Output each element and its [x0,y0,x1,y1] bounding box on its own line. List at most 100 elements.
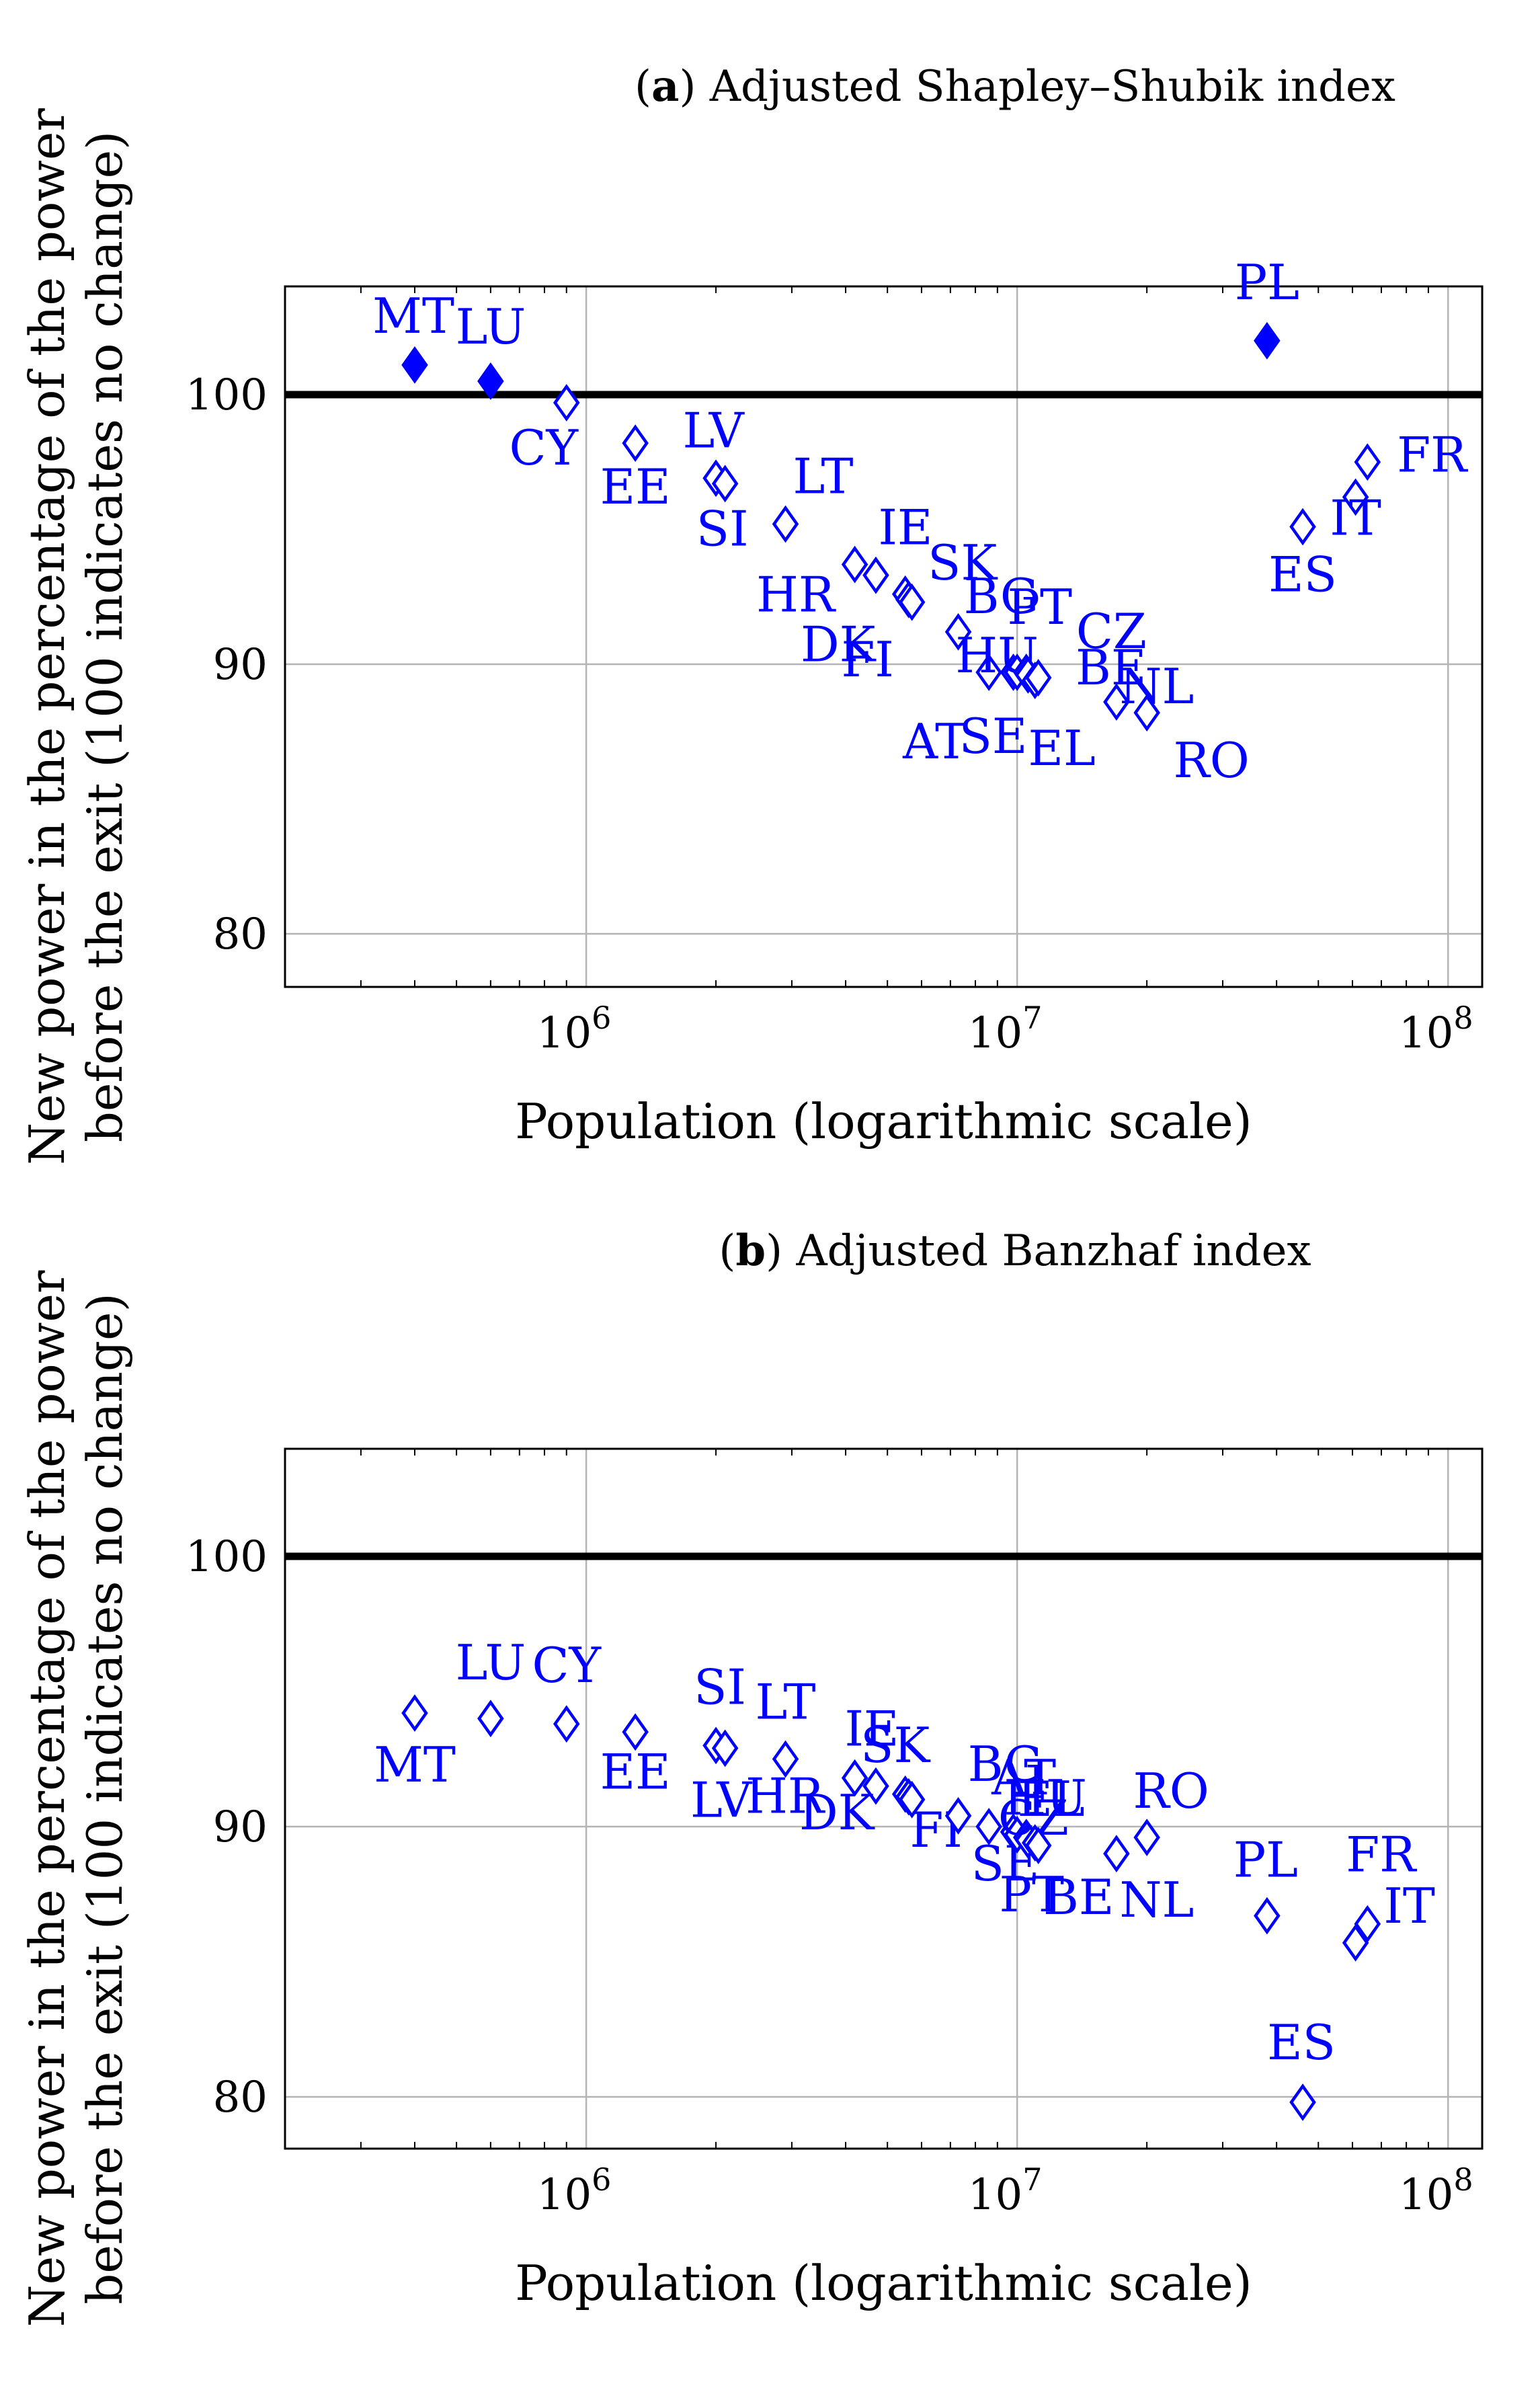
x-tick-exponent: 8 [1453,2161,1473,2198]
data-point-be [1024,1827,1052,1865]
data-label-lu: LU [456,1634,526,1691]
data-point-hr [841,545,868,584]
data-label-pt: PT [1000,1866,1064,1923]
data-label-es: ES [1268,546,1337,602]
x-tick-label: 108 [1399,1000,1473,1058]
data-label-it: IT [1330,489,1381,546]
x-tick-base: 10 [1399,2170,1453,2220]
data-label-si: SI [696,500,749,557]
data-label-cy: CY [532,1637,602,1693]
data-point-lt [772,1740,799,1778]
data-point-at [975,1808,1002,1845]
data-label-at: AT [902,713,967,770]
y-axis-label-line: before the exit (100 indicates no change… [77,1293,133,2304]
data-point-mt [401,346,428,384]
y-axis-label-line: New power in the percentage of the power [19,1270,75,2327]
x-tick-exponent: 7 [1022,1000,1042,1036]
chart-title-text: ) Adjusted Shapley–Shubik index [679,62,1395,112]
data-label-sk: SK [860,1717,930,1773]
data-label-lu: LU [456,298,526,355]
data-label-bg: BG [968,1736,1043,1792]
data-point-es [1289,2083,1316,2121]
data-label-mt: MT [372,288,454,344]
data-label-dk: DK [801,616,877,673]
chart-title-text: ) Adjusted Banzhaf index [766,1226,1311,1276]
x-tick-label: 106 [537,2161,612,2220]
data-point-lt [772,505,799,543]
chart-title-key: ( [719,1226,735,1276]
data-point-fr [1354,443,1381,481]
data-point-mt [401,1694,428,1732]
x-tick-exponent: 8 [1453,1000,1473,1036]
y-axis-label-line: before the exit (100 indicates no change… [77,131,133,1142]
data-label-ee: EE [600,1743,671,1800]
data-label-fi: FI [841,631,893,688]
data-point-ro [1133,1819,1160,1856]
data-label-fr: FR [1346,1827,1417,1883]
data-label-lt: LT [756,1674,816,1730]
chart-panel-a: (a) Adjusted Shapley–Shubik index 80 90 100… [19,61,1484,1165]
data-point-at [975,653,1002,691]
x-axis-label: Population (logarithmic scale) [515,1093,1252,1150]
data-label-fr: FR [1397,426,1468,483]
data-label-pt: PT [1008,579,1072,635]
chart-title-key-letter: b [735,1226,766,1276]
data-point-ee [622,424,649,463]
y-tick-label: 90 [213,1802,268,1852]
data-point-it [1342,478,1369,516]
data-label-cz: CZ [1076,603,1147,660]
y-tick-label: 80 [213,910,268,959]
data-point-lu [477,362,504,400]
y-axis-label: New power in the percentage of the power… [19,1270,133,2327]
x-tick-base: 10 [537,1008,592,1058]
data-point-nl [1103,1835,1130,1873]
data-point-lv [711,1729,739,1767]
data-label-lv: LV [690,1771,753,1828]
data-point-pl [1254,1897,1281,1935]
data-label-ro: RO [1133,1763,1209,1819]
plot-frame [284,1447,1484,2150]
chart-title-key-letter: a [651,61,679,112]
plot-frame [284,285,1484,988]
data-label-hr: HR [745,1768,825,1825]
data-point-ro [1133,694,1160,732]
data-label-lt: LT [793,448,854,504]
y-axis-label: New power in the percentage of the power… [19,108,133,1165]
y-tick-label: 100 [186,370,268,420]
x-tick-label: 106 [537,1000,612,1058]
data-point-bg [944,1797,972,1835]
data-label-cy: CY [509,420,579,476]
data-label-pl: PL [1235,254,1299,311]
data-label-bg: BG [964,568,1039,625]
data-label-pl: PL [1233,1832,1298,1888]
x-tick-base: 10 [1399,1008,1453,1058]
y-tick-label: 80 [213,2073,268,2122]
chart-title: (b) Adjusted Banzhaf index [719,1226,1311,1276]
data-label-nl: NL [1119,658,1194,715]
data-label-at: AT [991,1749,1056,1806]
data-label-hu: HU [1004,1769,1086,1826]
y-tick-label: 90 [213,640,268,690]
data-label-el: EL [1028,720,1096,776]
data-point-lu [477,1700,504,1738]
data-label-nl: NL [1119,1872,1194,1928]
data-label-ro: RO [1174,732,1250,789]
data-point-be [1024,659,1052,696]
data-label-si: SI [694,1659,746,1715]
data-point-ee [622,1713,649,1751]
x-tick-label: 107 [968,1000,1043,1058]
data-point-it [1342,1923,1369,1962]
data-point-pl [1254,321,1281,360]
x-tick-exponent: 6 [592,1000,611,1036]
data-point-hr [841,1759,868,1797]
data-point-bg [944,612,972,651]
data-point-cy [553,384,580,422]
data-point-fi [898,1780,926,1819]
x-tick-label: 108 [1399,2161,1473,2220]
x-tick-base: 10 [537,2170,592,2220]
data-label-mt: MT [374,1737,456,1793]
data-point-nl [1103,683,1130,721]
data-point-ie [862,1767,889,1805]
